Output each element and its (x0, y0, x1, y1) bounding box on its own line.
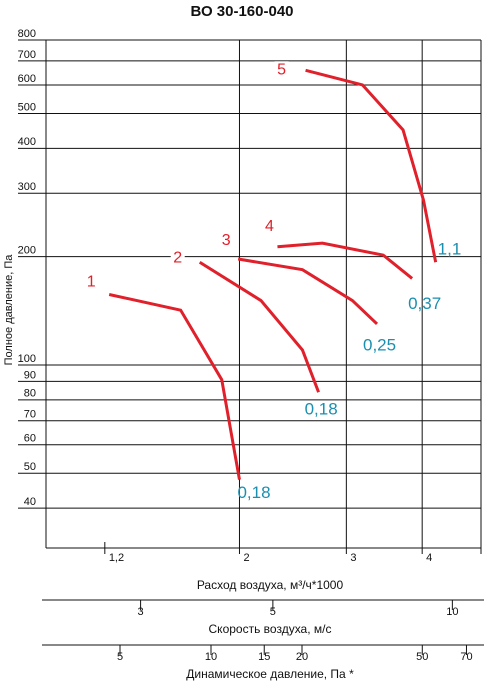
x-tick-label: 10 (205, 651, 217, 663)
x-tick-label: 50 (416, 651, 428, 663)
x-tick-label: 2 (243, 552, 249, 564)
label-bg (219, 232, 234, 251)
x-tick-label: 3 (350, 552, 356, 564)
power-label: 0,18 (237, 483, 270, 502)
x-tick-label: 4 (426, 552, 432, 564)
y-tick-label: 70 (24, 409, 36, 421)
x-tick-label: 3 (138, 606, 144, 618)
y-tick-label: 200 (18, 245, 36, 257)
x-tick-label: 5 (117, 651, 123, 663)
y-tick-label: 800 (18, 28, 36, 40)
label-bg (274, 61, 289, 80)
power-label: 0,18 (305, 400, 338, 419)
curve (277, 241, 414, 280)
y-tick-label: 600 (18, 73, 36, 85)
y-tick-label: 40 (24, 496, 36, 508)
y-tick-label: 100 (18, 353, 36, 365)
y-tick-label: 60 (24, 433, 36, 445)
x-tick-label: 20 (296, 651, 308, 663)
y-tick-label: 700 (18, 49, 36, 61)
y-axis-label: Полное давление, Па (3, 254, 15, 366)
x-tick-label: 15 (258, 651, 270, 663)
curve (305, 68, 438, 263)
power-label: 0,25 (363, 335, 396, 354)
x-axis-label: Расход воздуха, м³/ч*1000 (197, 578, 344, 592)
y-tick-label: 50 (24, 461, 36, 473)
y-tick-label: 300 (18, 181, 36, 193)
axis-label: Динамическое давление, Па * (186, 667, 354, 681)
y-tick-label: 400 (18, 136, 36, 148)
y-tick-label: 90 (24, 369, 36, 381)
y-tick-label: 80 (24, 388, 36, 400)
x-tick-label: 5 (270, 606, 276, 618)
x-tick-label: 70 (460, 651, 472, 663)
label-bg (170, 249, 185, 268)
curve-label: 5 (277, 62, 286, 79)
chart-title: ВО 30-160-040 (190, 3, 293, 20)
curve-label: 2 (173, 249, 182, 266)
axis-label: Скорость воздуха, м/с (209, 622, 332, 636)
label-bg (84, 273, 99, 292)
power-label: 0,37 (408, 294, 441, 313)
curve-label: 4 (265, 218, 274, 235)
curve-label: 1 (87, 274, 96, 291)
y-tick-label: 500 (18, 101, 36, 113)
label-bg (262, 217, 277, 236)
curve (198, 260, 320, 393)
power-label: 1,1 (438, 240, 462, 259)
curve (237, 257, 379, 326)
curve-label: 3 (222, 232, 231, 249)
curve (108, 293, 241, 480)
x-tick-label: 10 (446, 606, 458, 618)
x-tick-label: 1,2 (109, 552, 124, 564)
